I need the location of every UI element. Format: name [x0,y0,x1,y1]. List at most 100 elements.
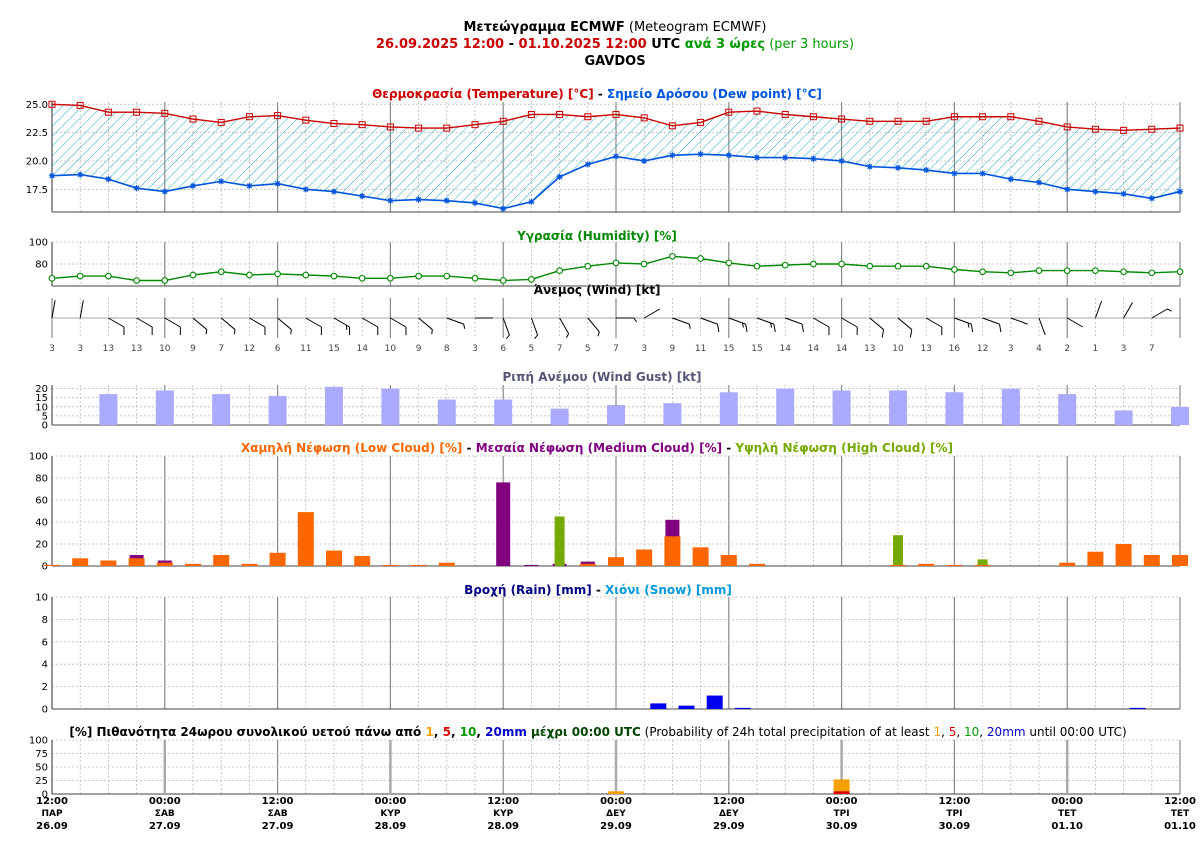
gust-bar [663,403,682,425]
wind-speed-label: 14 [356,344,368,354]
wind-barb [559,317,570,338]
wind-barb [136,317,153,336]
x-label-weekday: ΤΕΤ [1058,809,1077,819]
wind-barb-half [463,324,466,329]
rain-panel-title: Βροχή (Rain) [mm] - Χιόνι (Snow) [mm] [464,583,732,597]
low-cloud-bar [72,558,89,566]
temp-point [443,124,451,132]
gust-panel-title: Ριπή Ανέμου (Wind Gust) [kt] [503,370,702,384]
low-cloud-bar [749,563,765,566]
dew-point-marker [641,157,648,164]
rain-bar [678,705,695,709]
humidity-point [330,272,338,280]
dew-point-marker-shape [359,193,366,200]
prob-title-en-sep-2: , [956,725,964,739]
prob-title-en-sep-1: , [941,725,949,739]
wind-speed-label: 9 [416,344,422,354]
prob-title-10: 10 [460,725,477,739]
prob-title-en-5: 5 [949,725,957,739]
prob-title-greek-text: [%] Πιθανότητα 24ωρου συνολικού υετού πά… [69,725,425,739]
low-cloud-bar [636,549,653,566]
wind-speed-label: 9 [670,344,676,354]
rain-ytick-label: 8 [42,615,48,626]
temp-point [697,118,705,126]
gust-bar [268,395,287,425]
humidity-point [951,266,958,273]
header-step-greek: ανά 3 ώρες [685,37,765,52]
prob-title-en-10: 10 [964,725,979,739]
dew-point-marker [472,199,478,206]
x-label-time: 00:00 [1051,796,1083,807]
wind-barb [164,317,181,336]
wind-barb-half [346,325,348,330]
low-cloud-bar [1143,555,1160,566]
dew-point-marker [951,170,958,177]
low-cloud-bar [1172,555,1188,566]
dew-point-marker-shape [302,186,309,193]
x-label-weekday: ΚΥΡ [380,809,400,819]
wind-barb-flag [828,326,830,336]
temp-point [922,117,930,125]
dew-point-marker-shape [331,188,337,195]
gust-bar [945,392,964,425]
prob-ytick-label: 75 [35,749,48,760]
temp-ytick-label: 20.0 [26,156,48,167]
wind-speed-label: 8 [444,344,450,354]
dew-point-marker [415,196,422,203]
low-cloud-bar [692,547,709,566]
hum-panel-title: Υγρασία (Humidity) [%] [516,229,677,243]
dew-point-marker [161,188,168,195]
wind-barb-flag [856,326,858,336]
wind-speed-label: 15 [751,344,762,354]
dew-point-marker [895,164,901,171]
low-cloud-bar [438,562,455,566]
prob-title-20: 20mm [485,725,527,739]
wind-barb-half [565,333,570,338]
wind-barb-staff [785,317,803,325]
wind-barb-staff [954,317,972,325]
low-cloud-bar [608,557,624,566]
humidity-point [387,274,394,282]
temp-point [1063,123,1071,131]
cloud-ytick-label: 60 [35,496,48,507]
prob-title-5: 5 [443,725,451,739]
humidity-point [471,274,479,282]
humidity-point [302,271,310,279]
temp-point [302,116,310,124]
humidity-point [217,268,225,276]
gust-bar [889,390,907,425]
humidity-point [753,262,761,270]
hum-ytick-label: 80 [35,260,48,271]
wind-speed-label: 12 [977,344,988,354]
x-label-time: 00:00 [374,796,406,807]
wind-speed-label: 14 [779,344,791,354]
temp-point [1035,117,1043,125]
wind-barb-flag [745,324,748,333]
humidity-point [1176,268,1184,276]
wind-barb-staff [361,317,379,328]
x-label-weekday: ΤΡΙ [946,809,962,819]
cloud-ytick-label: 20 [35,540,48,551]
humidity-point [922,262,930,270]
temp-point [274,112,282,120]
wind-speed-label: 15 [723,344,734,354]
x-label-time: 12:00 [262,796,294,807]
wind-barb-half [688,324,691,329]
temp-point [499,117,507,125]
wind-barb [700,317,720,333]
dew-point-marker-shape [895,164,901,171]
wind-barb-staff [277,317,292,330]
wind-barb-staff [220,317,236,330]
x-label-time: 12:00 [487,796,519,807]
low-cloud-bar [382,564,399,566]
dew-point-marker-shape [77,171,84,178]
x-label-date: 27.09 [149,821,181,832]
dew-point-marker-shape [951,170,958,177]
x-label-date: 01.10 [1051,821,1083,832]
dew-point-marker [838,157,845,164]
prob-bar-1 [833,779,850,794]
dew-point-marker [1120,190,1127,197]
humidity-point [810,260,817,268]
dew-point-marker [331,188,337,195]
wind-barb [1123,302,1134,319]
